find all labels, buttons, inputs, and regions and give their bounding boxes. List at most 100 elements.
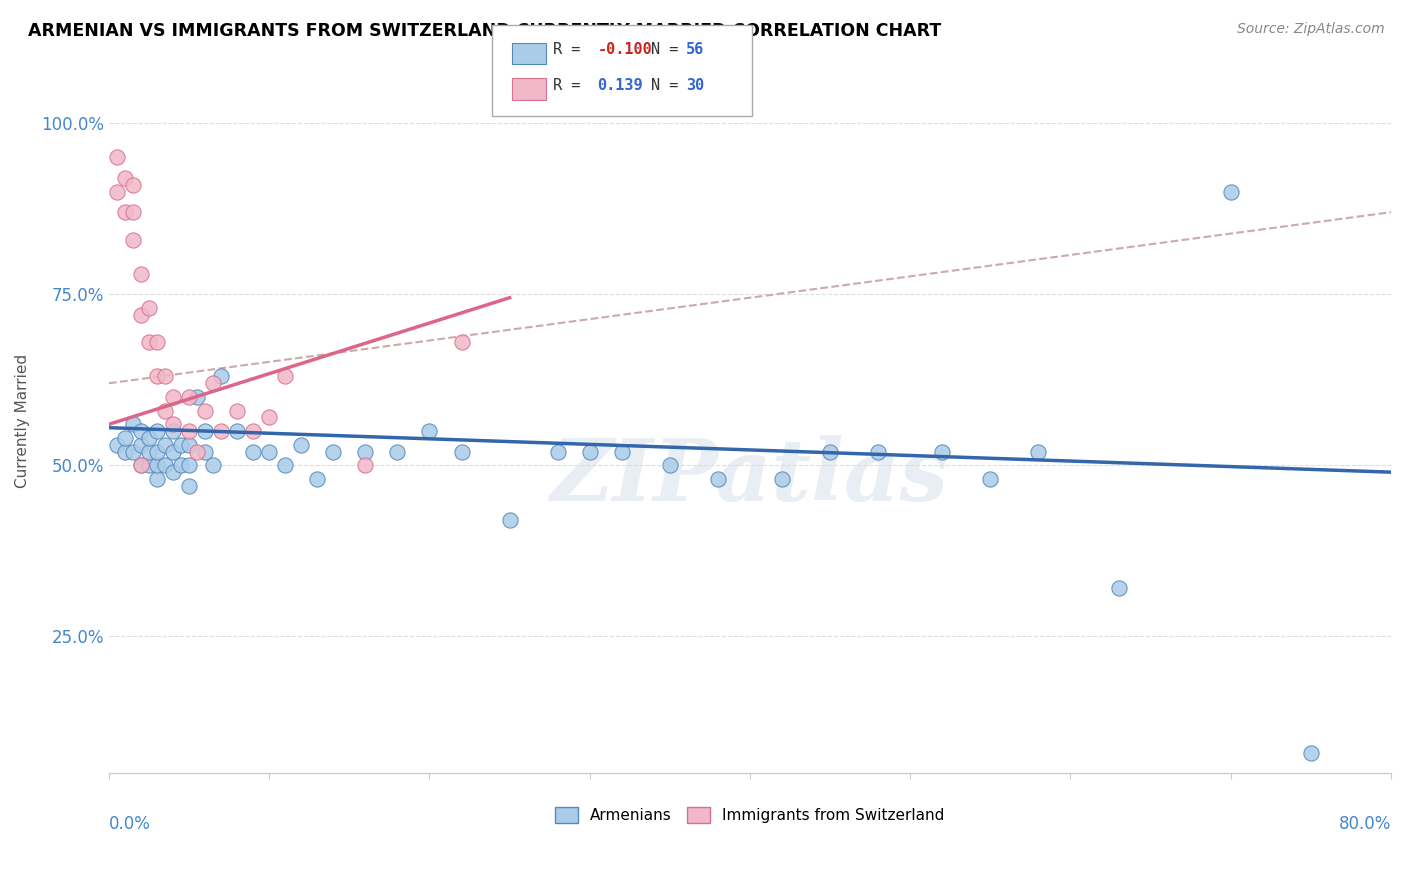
Point bbox=[153, 403, 176, 417]
Point bbox=[658, 458, 681, 473]
Point bbox=[868, 444, 890, 458]
Point bbox=[146, 444, 169, 458]
Text: Source: ZipAtlas.com: Source: ZipAtlas.com bbox=[1237, 22, 1385, 37]
Point bbox=[707, 472, 730, 486]
Point bbox=[354, 458, 377, 473]
Point bbox=[122, 205, 145, 219]
Text: N =: N = bbox=[651, 78, 688, 93]
Point bbox=[138, 431, 160, 445]
Point bbox=[226, 403, 249, 417]
Text: R =: R = bbox=[553, 43, 589, 57]
Text: 0.139: 0.139 bbox=[598, 78, 643, 93]
Text: 0.0%: 0.0% bbox=[110, 815, 150, 833]
Point bbox=[770, 472, 793, 486]
Point bbox=[177, 390, 200, 404]
Point bbox=[177, 438, 200, 452]
Point bbox=[129, 308, 152, 322]
Point bbox=[242, 444, 264, 458]
Point bbox=[290, 438, 312, 452]
Point bbox=[979, 472, 1001, 486]
Point bbox=[162, 465, 184, 479]
Point bbox=[153, 369, 176, 384]
Text: -0.100: -0.100 bbox=[598, 43, 652, 57]
Point bbox=[129, 267, 152, 281]
Point bbox=[418, 424, 440, 438]
Point bbox=[498, 513, 520, 527]
Point bbox=[1028, 444, 1050, 458]
Point bbox=[153, 458, 176, 473]
Point bbox=[274, 458, 297, 473]
Point bbox=[129, 424, 152, 438]
Text: N =: N = bbox=[651, 43, 688, 57]
Point bbox=[153, 438, 176, 452]
Point bbox=[138, 301, 160, 315]
Point bbox=[177, 424, 200, 438]
Text: 56: 56 bbox=[686, 43, 704, 57]
Point bbox=[129, 458, 152, 473]
Point bbox=[209, 424, 232, 438]
Text: 30: 30 bbox=[686, 78, 704, 93]
Point bbox=[1108, 582, 1130, 596]
Point bbox=[186, 390, 208, 404]
Point bbox=[322, 444, 344, 458]
Point bbox=[177, 479, 200, 493]
Point bbox=[105, 185, 128, 199]
Point bbox=[146, 472, 169, 486]
Point bbox=[146, 424, 169, 438]
Point bbox=[114, 444, 136, 458]
Point bbox=[1219, 185, 1241, 199]
Point bbox=[209, 369, 232, 384]
Point bbox=[162, 424, 184, 438]
Point bbox=[138, 458, 160, 473]
Point bbox=[202, 458, 225, 473]
Y-axis label: Currently Married: Currently Married bbox=[15, 354, 30, 488]
Point bbox=[257, 444, 280, 458]
Point bbox=[170, 458, 193, 473]
Point bbox=[114, 431, 136, 445]
Point bbox=[578, 444, 600, 458]
Point bbox=[242, 424, 264, 438]
Text: R =: R = bbox=[553, 78, 589, 93]
Point bbox=[450, 444, 472, 458]
Point bbox=[162, 417, 184, 432]
Point bbox=[177, 458, 200, 473]
Point bbox=[194, 444, 217, 458]
Legend: Armenians, Immigrants from Switzerland: Armenians, Immigrants from Switzerland bbox=[548, 801, 950, 829]
Point bbox=[257, 410, 280, 425]
Text: 80.0%: 80.0% bbox=[1339, 815, 1391, 833]
Point bbox=[1299, 746, 1322, 760]
Point bbox=[129, 438, 152, 452]
Point bbox=[931, 444, 953, 458]
Point bbox=[122, 233, 145, 247]
Point bbox=[387, 444, 409, 458]
Point bbox=[146, 458, 169, 473]
Text: ZIPatlas: ZIPatlas bbox=[551, 435, 949, 519]
Point bbox=[274, 369, 297, 384]
Point bbox=[114, 205, 136, 219]
Point bbox=[146, 335, 169, 350]
Point bbox=[818, 444, 841, 458]
Point bbox=[138, 444, 160, 458]
Point bbox=[450, 335, 472, 350]
Point bbox=[194, 403, 217, 417]
Point bbox=[105, 438, 128, 452]
Point bbox=[122, 178, 145, 192]
Point bbox=[105, 151, 128, 165]
Point bbox=[122, 417, 145, 432]
Point bbox=[194, 424, 217, 438]
Point bbox=[307, 472, 329, 486]
Point bbox=[138, 335, 160, 350]
Point bbox=[202, 376, 225, 391]
Point bbox=[354, 444, 377, 458]
Point bbox=[170, 438, 193, 452]
Point bbox=[547, 444, 569, 458]
Point bbox=[129, 458, 152, 473]
Point bbox=[122, 444, 145, 458]
Point bbox=[162, 390, 184, 404]
Point bbox=[114, 171, 136, 186]
Point bbox=[186, 444, 208, 458]
Point bbox=[162, 444, 184, 458]
Point bbox=[226, 424, 249, 438]
Text: ARMENIAN VS IMMIGRANTS FROM SWITZERLAND CURRENTLY MARRIED CORRELATION CHART: ARMENIAN VS IMMIGRANTS FROM SWITZERLAND … bbox=[28, 22, 942, 40]
Point bbox=[610, 444, 633, 458]
